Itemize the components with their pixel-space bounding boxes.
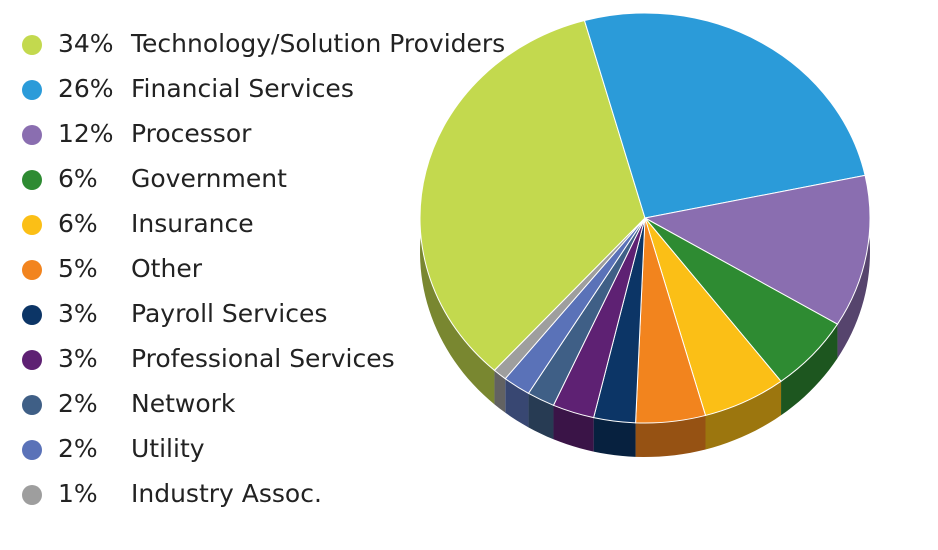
legend-label: Processor: [131, 119, 252, 148]
legend-value: 6%: [58, 164, 98, 193]
legend-value: 2%: [58, 434, 98, 463]
legend-marker: [22, 440, 42, 460]
slice-side: [494, 370, 506, 413]
legend-value: 34%: [58, 29, 114, 58]
legend-value: 2%: [58, 389, 98, 418]
slice-side: [505, 378, 529, 428]
slice: [493, 217, 646, 380]
legend-marker: [22, 35, 42, 55]
legend-marker: [22, 305, 42, 325]
legend-marker: [22, 125, 42, 145]
legend-marker: [22, 80, 42, 100]
legend-value: 5%: [58, 254, 98, 283]
slice: [419, 19, 646, 372]
legend-value: 1%: [58, 479, 98, 508]
slice-side: [837, 175, 870, 359]
legend-value: 6%: [58, 209, 98, 238]
legend-label: Industry Assoc.: [131, 479, 322, 508]
legend-label: Other: [131, 254, 203, 283]
slice: [583, 12, 866, 219]
legend-marker: [22, 350, 42, 370]
slice-side: [553, 405, 594, 452]
legend-marker: [22, 485, 42, 505]
legend-label: Professional Services: [131, 344, 395, 373]
pie-tops: [419, 12, 871, 424]
legend-value: 26%: [58, 74, 114, 103]
legend-label: Utility: [131, 434, 205, 463]
slice-side: [781, 324, 838, 416]
slice: [643, 174, 871, 325]
legend-label: Technology/Solution Providers: [130, 29, 505, 58]
legend-marker: [22, 215, 42, 235]
legend-value: 12%: [58, 119, 114, 148]
legend-marker: [22, 395, 42, 415]
legend-label: Government: [131, 164, 287, 193]
legend-label: Insurance: [131, 209, 254, 238]
slice-side: [528, 393, 554, 440]
legend-label: Payroll Services: [131, 299, 327, 328]
legend-marker: [22, 260, 42, 280]
legend-label: Network: [131, 389, 236, 418]
legend-marker: [22, 170, 42, 190]
legend-value: 3%: [58, 299, 98, 328]
legend-value: 3%: [58, 344, 98, 373]
slice-side: [705, 381, 782, 450]
slice-side: [635, 415, 706, 457]
slice-side: [593, 417, 636, 457]
legend-label: Financial Services: [131, 74, 354, 103]
